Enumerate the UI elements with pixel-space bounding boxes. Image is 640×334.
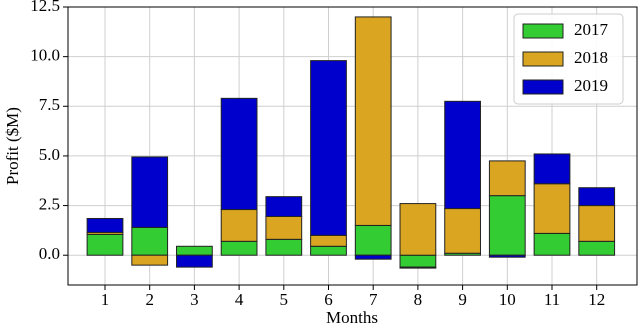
bar [220, 97, 258, 211]
y-axis-label: Profit ($M) [3, 107, 22, 185]
bar [488, 160, 526, 197]
bar [310, 234, 347, 247]
bar [220, 240, 258, 256]
x-tick-label: 10 [499, 290, 516, 309]
x-tick-label: 8 [414, 290, 423, 309]
bar [488, 254, 526, 258]
bar [578, 240, 616, 256]
bar [310, 245, 347, 256]
legend-label: 2017 [574, 20, 609, 39]
bar [265, 215, 303, 240]
bar [488, 195, 526, 256]
y-tick-label: 0.0 [39, 244, 60, 263]
y-tick-label: 5.0 [39, 145, 60, 164]
bar [265, 196, 303, 217]
bar [399, 254, 437, 268]
bar [533, 183, 571, 234]
x-tick-label: 4 [235, 290, 244, 309]
bar [533, 232, 571, 256]
bar [399, 203, 437, 256]
bar [354, 254, 392, 260]
bar [176, 245, 213, 256]
bar [176, 254, 213, 268]
bar [444, 208, 481, 254]
bar [265, 238, 303, 256]
bar [131, 156, 169, 228]
legend-label: 2019 [574, 76, 608, 95]
x-tick-label: 12 [588, 290, 605, 309]
bar [310, 60, 347, 236]
x-tick-label: 7 [369, 290, 378, 309]
bar [86, 217, 124, 233]
x-tick-label: 5 [280, 290, 289, 309]
x-tick-label: 9 [458, 290, 467, 309]
legend-swatch [522, 79, 564, 95]
y-tick-label: 7.5 [39, 95, 60, 114]
legend-swatch [522, 23, 564, 39]
x-tick-label: 2 [145, 290, 154, 309]
legend-label: 2018 [574, 48, 608, 67]
bar [533, 153, 571, 185]
bar [131, 254, 169, 266]
bar [131, 226, 169, 256]
bar [220, 209, 258, 242]
bar [444, 100, 481, 210]
y-tick-label: 10.0 [30, 46, 60, 65]
x-tick-label: 1 [101, 290, 110, 309]
legend-swatch [522, 51, 564, 67]
x-tick-label: 3 [190, 290, 199, 309]
bar [354, 224, 392, 256]
plot-frame [67, 6, 638, 286]
x-tick-label: 11 [544, 290, 560, 309]
y-tick-label: 2.5 [39, 194, 60, 213]
x-tick-label: 6 [324, 290, 333, 309]
bar [578, 205, 616, 242]
x-axis-label: Months [326, 308, 378, 327]
bar [399, 266, 437, 269]
y-tick-label: 12.5 [30, 0, 60, 15]
bar [578, 187, 616, 207]
bar [86, 233, 124, 256]
bar [354, 16, 392, 226]
